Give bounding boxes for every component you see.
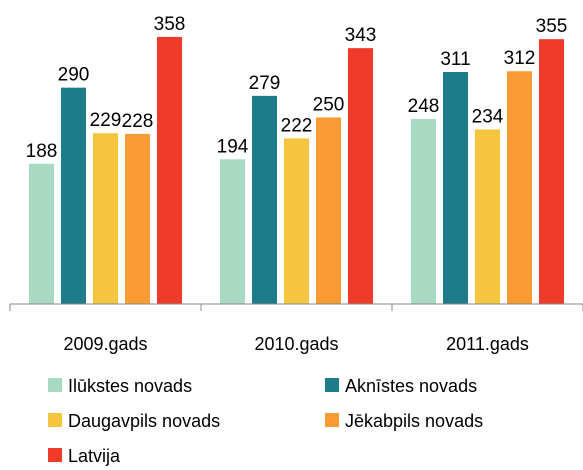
legend-swatch	[48, 448, 62, 462]
bar	[507, 71, 532, 304]
value-label: 279	[249, 73, 281, 94]
value-label: 228	[122, 111, 154, 132]
legend-label: Aknīstes novads	[345, 376, 477, 396]
value-label: 358	[154, 14, 186, 35]
value-label: 343	[345, 25, 377, 46]
value-label: 234	[472, 106, 504, 127]
bar	[252, 95, 277, 304]
value-label: 229	[90, 110, 122, 131]
bar	[220, 159, 245, 304]
bar	[316, 117, 341, 304]
value-label: 250	[313, 95, 345, 116]
value-label: 188	[26, 141, 58, 162]
bar	[61, 87, 86, 304]
legend-swatch	[48, 378, 62, 392]
bar	[93, 133, 118, 304]
bar	[29, 163, 54, 304]
legend-label: Latvija	[68, 446, 121, 466]
bar	[443, 71, 468, 304]
value-label: 311	[440, 49, 470, 70]
value-label: 248	[408, 96, 440, 117]
x-tick-label: 2009.gads	[63, 334, 147, 354]
value-label: 194	[217, 136, 249, 157]
legend-label: Ilūkstes novads	[68, 376, 192, 396]
value-label: 222	[281, 115, 313, 136]
value-label: 290	[58, 65, 90, 86]
x-tick-label: 2011.gads	[446, 334, 529, 354]
bar	[348, 48, 373, 304]
bar	[125, 133, 150, 304]
bar	[475, 129, 500, 304]
bar	[284, 138, 309, 304]
value-label: 355	[536, 16, 568, 37]
legend-label: Daugavpils novads	[68, 411, 220, 431]
bar	[539, 39, 564, 305]
legend-label: Jēkabpils novads	[345, 411, 483, 431]
bar	[411, 118, 436, 304]
value-label: 312	[504, 48, 536, 69]
bar	[157, 36, 182, 304]
x-tick-label: 2010.gads	[254, 334, 338, 354]
legend-swatch	[48, 413, 62, 427]
legend-swatch	[325, 413, 339, 427]
legend-swatch	[325, 378, 339, 392]
